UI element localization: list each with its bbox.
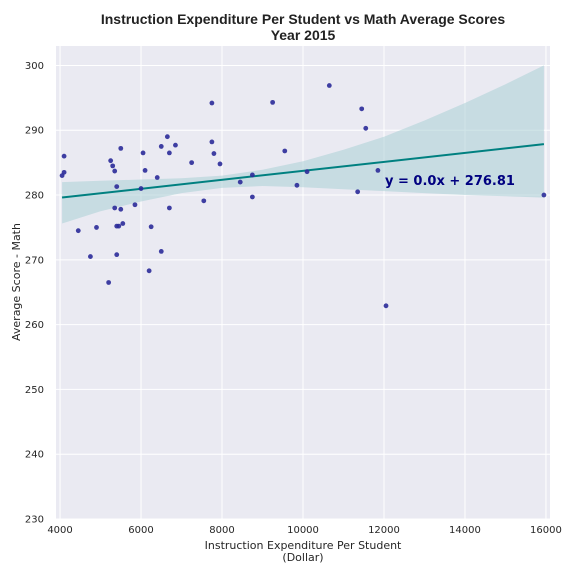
data-point: [217, 161, 223, 167]
data-point: [237, 179, 243, 185]
data-point: [304, 169, 310, 175]
y-tick-label: 240: [25, 450, 44, 461]
data-point: [541, 192, 547, 198]
data-point: [209, 100, 215, 106]
data-point: [61, 153, 67, 159]
y-tick-label: 260: [25, 320, 44, 331]
data-point: [120, 221, 126, 226]
data-point: [140, 150, 146, 156]
x-tick-label: 6000: [128, 525, 153, 536]
data-point: [108, 158, 114, 164]
x-tick-label: 16000: [530, 525, 562, 536]
data-point: [118, 145, 124, 151]
data-point: [249, 194, 255, 200]
data-point: [158, 144, 164, 149]
data-point: [166, 150, 172, 156]
data-point: [326, 83, 332, 88]
data-point: [61, 169, 67, 175]
y-tick-label: 230: [25, 515, 44, 526]
data-point: [118, 206, 124, 212]
x-tick-label: 12000: [368, 525, 400, 536]
regression-equation: y = 0.0x + 276.81: [385, 174, 515, 189]
data-point: [116, 223, 122, 229]
data-point: [383, 303, 389, 309]
data-point: [249, 172, 255, 178]
y-tick-label: 280: [25, 191, 44, 202]
data-point: [359, 106, 365, 112]
data-points: [59, 83, 547, 309]
x-tick-label: 10000: [287, 525, 319, 536]
y-tick-label: 270: [25, 255, 44, 266]
data-point: [363, 125, 369, 131]
data-point: [110, 163, 116, 169]
data-point: [201, 198, 207, 204]
data-point: [173, 142, 178, 148]
x-tick-label: 8000: [209, 525, 234, 536]
data-point: [355, 189, 361, 195]
x-axis-label-line2: (Dollar): [282, 551, 323, 564]
grid-lines: [56, 46, 550, 520]
data-point: [138, 186, 144, 191]
data-point: [106, 280, 112, 285]
y-tick-label: 300: [25, 61, 44, 72]
y-tick-labels: 230 240 250 260 270 280 290 300: [25, 61, 44, 526]
y-axis-label: Average Score - Math: [10, 223, 23, 341]
data-point: [112, 205, 118, 211]
chart-title-line1: Instruction Expenditure Per Student vs M…: [101, 11, 505, 27]
y-tick-label: 250: [25, 385, 44, 396]
x-tick-labels: 4000 6000 8000 10000 12000 14000 16000: [47, 525, 562, 536]
data-point: [148, 224, 154, 230]
chart-title-line2: Year 2015: [271, 27, 336, 43]
data-point: [270, 99, 276, 105]
data-point: [166, 205, 172, 211]
data-point: [375, 168, 381, 173]
data-point: [294, 182, 300, 188]
data-point: [114, 252, 120, 258]
x-axis-label-line1: Instruction Expenditure Per Student: [205, 539, 402, 552]
y-tick-label: 290: [25, 126, 44, 137]
data-point: [132, 202, 138, 208]
data-point: [158, 248, 164, 254]
data-point: [209, 139, 215, 145]
data-point: [94, 225, 99, 230]
data-point: [189, 160, 195, 166]
data-point: [75, 228, 81, 234]
data-point: [211, 151, 217, 156]
data-point: [146, 268, 152, 274]
data-point: [114, 184, 120, 190]
x-tick-label: 14000: [449, 525, 481, 536]
x-tick-label: 4000: [47, 525, 72, 536]
data-point: [112, 168, 118, 174]
data-point: [282, 148, 288, 154]
data-point: [164, 134, 170, 140]
data-point: [88, 254, 93, 259]
data-point: [154, 175, 160, 180]
data-point: [142, 168, 148, 173]
